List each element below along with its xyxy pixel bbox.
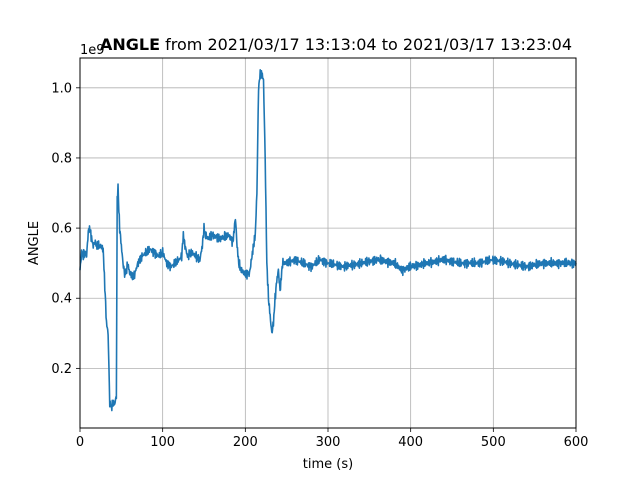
y-tick-label: 0.2	[51, 362, 72, 377]
y-tick-label: 0.4	[51, 292, 72, 307]
x-tick-label: 600	[564, 435, 589, 450]
x-tick-label: 100	[150, 435, 175, 450]
y-tick-label: 0.6	[51, 222, 72, 237]
y-offset-label: 1e9	[80, 43, 105, 58]
y-tick-label: 0.8	[51, 151, 72, 166]
x-tick-label: 300	[316, 435, 341, 450]
x-tick-label: 0	[76, 435, 84, 450]
y-axis-label: ANGLE	[27, 221, 42, 265]
x-tick-label: 400	[398, 435, 423, 450]
x-tick-label: 200	[233, 435, 258, 450]
series-layer	[79, 68, 577, 412]
chart-title-bold: ANGLE	[100, 35, 160, 54]
chart-title: ANGLE from 2021/03/17 13:13:04 to 2021/0…	[100, 35, 572, 54]
gridlines	[79, 58, 577, 428]
ticks: 0 100 200 300 400 500 600 0.2 0.4 0.6 0.8 1.0	[51, 81, 588, 450]
chart-title-rest: from 2021/03/17 13:13:04 to 2021/03/17 1…	[160, 35, 572, 54]
x-tick-label: 500	[481, 435, 506, 450]
y-tick-label: 1.0	[51, 81, 72, 96]
x-axis-label: time (s)	[303, 457, 353, 472]
angle-series-line	[79, 68, 577, 412]
